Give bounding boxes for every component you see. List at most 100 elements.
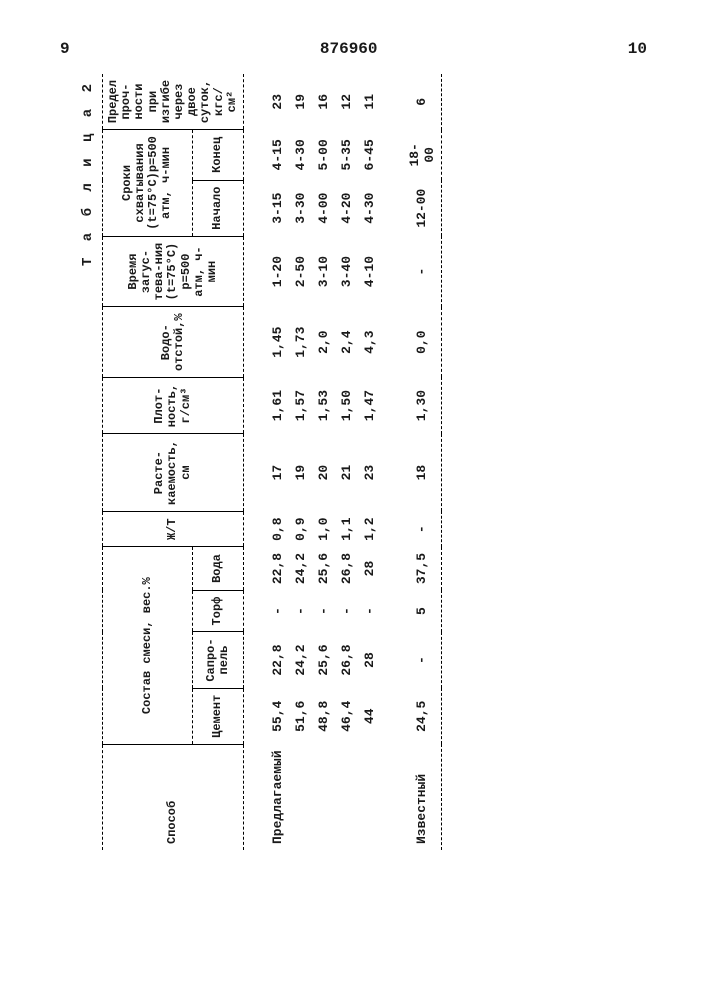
cell: 44 <box>358 688 381 744</box>
cell: 17 <box>266 434 289 512</box>
table-caption: Т а б л и ц а 2 <box>80 80 96 850</box>
cell: 46,4 <box>335 688 358 744</box>
cell: 19 <box>289 74 312 130</box>
cell: 22,8 <box>266 632 289 688</box>
cell: 4-30 <box>358 180 381 236</box>
table-row: 51,6 24,2 - 24,2 0,9 19 1,57 1,73 2-50 3… <box>289 74 312 850</box>
col-spread: Расте-каемость, см <box>103 434 244 512</box>
cell: 21 <box>335 434 358 512</box>
col-water: Вода <box>192 547 243 590</box>
cell: 3-15 <box>266 180 289 236</box>
cell: 1,50 <box>335 377 358 433</box>
col-strength: Предел проч-ности при изгибе через двое … <box>103 74 244 130</box>
cell: 28 <box>358 547 381 590</box>
rotated-sheet: Т а б л и ц а 2 Способ Состав смеси, вес… <box>80 80 442 850</box>
cell: 0,0 <box>403 307 442 378</box>
col-cement: Цемент <box>192 688 243 744</box>
col-sapro: Сапро-пель <box>192 632 243 688</box>
cell-method: Известный <box>403 744 442 850</box>
cell: 3-40 <box>335 236 358 307</box>
cell: 6 <box>403 74 442 130</box>
col-thick: Время загус-тева-ния (t=75°С) p=500 атм,… <box>103 236 244 307</box>
cell: 3-10 <box>312 236 335 307</box>
table-row: 44 28 - 28 1,2 23 1,47 4,3 4-10 4-30 6-4… <box>358 74 381 850</box>
page-header: 9 876960 10 <box>60 40 647 58</box>
page-right: 10 <box>628 40 647 58</box>
cell: 1,73 <box>289 307 312 378</box>
col-set-group: Сроки схватывания (t=75°С)p=500 атм, ч-м… <box>103 130 193 237</box>
cell: 22,8 <box>266 547 289 590</box>
cell: 5 <box>403 590 442 632</box>
cell: 2,0 <box>312 307 335 378</box>
cell: 25,6 <box>312 547 335 590</box>
col-set-end: Конец <box>192 130 243 180</box>
cell: 4,3 <box>358 307 381 378</box>
cell: 26,8 <box>335 547 358 590</box>
cell: 2-50 <box>289 236 312 307</box>
cell: 12 <box>335 74 358 130</box>
page-center: 876960 <box>320 40 378 58</box>
cell: 20 <box>312 434 335 512</box>
cell: 4-15 <box>266 130 289 180</box>
cell: - <box>403 632 442 688</box>
page-left: 9 <box>60 40 70 58</box>
cell: 12-00 <box>403 180 442 236</box>
cell: 2,4 <box>335 307 358 378</box>
cell: 55,4 <box>266 688 289 744</box>
col-density: Плот-ность, г/см³ <box>103 377 244 433</box>
table-body: Предлагаемый 55,4 22,8 - 22,8 0,8 17 1,6… <box>243 74 441 850</box>
cell-method: Предлагаемый <box>266 744 289 850</box>
cell: 1,61 <box>266 377 289 433</box>
cell: 48,8 <box>312 688 335 744</box>
cell: 1,45 <box>266 307 289 378</box>
cell: 1-20 <box>266 236 289 307</box>
col-settle: Водо-отстой,% <box>103 307 244 378</box>
cell: 1,47 <box>358 377 381 433</box>
cell: 11 <box>358 74 381 130</box>
cell: 1,1 <box>335 512 358 547</box>
table-row: 48,8 25,6 - 25,6 1,0 20 1,53 2,0 3-10 4-… <box>312 74 335 850</box>
cell: 4-10 <box>358 236 381 307</box>
col-method: Способ <box>103 744 244 850</box>
cell: 18-00 <box>403 130 442 180</box>
cell: 1,30 <box>403 377 442 433</box>
cell: 4-30 <box>289 130 312 180</box>
cell: 18 <box>403 434 442 512</box>
cell: 24,2 <box>289 632 312 688</box>
col-torf: Торф <box>192 590 243 632</box>
col-ratio: Ж/Т <box>103 512 244 547</box>
cell: - <box>266 590 289 632</box>
cell-method <box>358 744 381 850</box>
cell: 25,6 <box>312 632 335 688</box>
cell: - <box>335 590 358 632</box>
cell: 23 <box>358 434 381 512</box>
cell: 23 <box>266 74 289 130</box>
cell: - <box>403 512 442 547</box>
cell: 24,5 <box>403 688 442 744</box>
cell: 4-20 <box>335 180 358 236</box>
cell: - <box>403 236 442 307</box>
cell: 16 <box>312 74 335 130</box>
col-set-start: Начало <box>192 180 243 236</box>
cell: 1,2 <box>358 512 381 547</box>
cell: 6-45 <box>358 130 381 180</box>
cell: - <box>312 590 335 632</box>
cell-method <box>335 744 358 850</box>
cell: 24,2 <box>289 547 312 590</box>
cell: 4-00 <box>312 180 335 236</box>
cell: 5-35 <box>335 130 358 180</box>
data-table: Способ Состав смеси, вес.% Ж/Т Расте-кае… <box>102 74 442 850</box>
table-row: 46,4 26,8 - 26,8 1,1 21 1,50 2,4 3-40 4-… <box>335 74 358 850</box>
cell: 51,6 <box>289 688 312 744</box>
cell: 1,53 <box>312 377 335 433</box>
cell: 0,9 <box>289 512 312 547</box>
cell: 1,0 <box>312 512 335 547</box>
cell: 28 <box>358 632 381 688</box>
cell-method <box>289 744 312 850</box>
cell-method <box>312 744 335 850</box>
cell: 19 <box>289 434 312 512</box>
col-composition-group: Состав смеси, вес.% <box>103 547 193 744</box>
table-row: Предлагаемый 55,4 22,8 - 22,8 0,8 17 1,6… <box>266 74 289 850</box>
cell: 1,57 <box>289 377 312 433</box>
cell: 0,8 <box>266 512 289 547</box>
